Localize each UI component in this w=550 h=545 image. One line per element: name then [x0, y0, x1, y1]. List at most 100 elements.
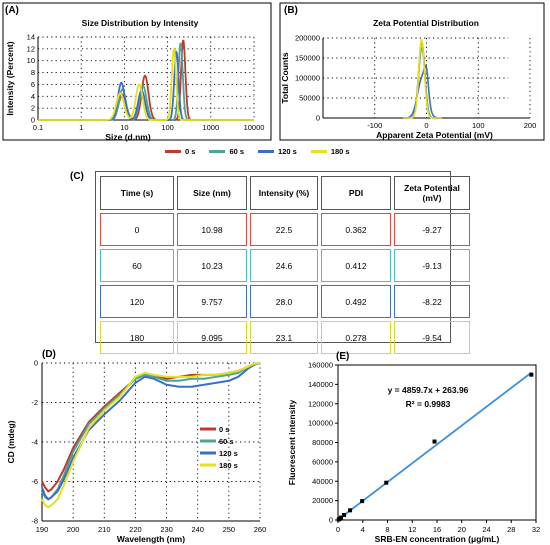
series-line-180s — [38, 46, 254, 121]
panel-a-frame — [2, 2, 272, 141]
x-tick-label: 20 — [458, 525, 466, 534]
panel-a-label: (A) — [5, 5, 19, 16]
table-cell: 28.0 — [250, 285, 318, 318]
table-cell: 180 — [100, 321, 174, 354]
panel-d-label: (D) — [42, 349, 56, 360]
x-tick-label: 4 — [361, 525, 365, 534]
table-cell: -8.22 — [394, 285, 470, 318]
panel-e-label: (E) — [336, 351, 349, 362]
table-row: 60 10.23 24.6 0.412 -9.13 — [100, 249, 470, 282]
y-tick-label: 20000 — [312, 496, 333, 505]
y-tick-label: 50000 — [299, 94, 320, 103]
x-axis-label: SRB-EN concentration (μg/mL) — [375, 534, 500, 544]
y-axis-label: Intensity (Percent) — [5, 41, 15, 115]
calibration-curve-chart: (E) 0 4 8 12 16 20 24 28 32 0 20000 40000 60000 80000 1… — [287, 351, 540, 544]
data-point — [342, 512, 347, 517]
x-axis-label: Apparent Zeta Potential (mV) — [376, 130, 493, 140]
table-cell: 10.98 — [177, 213, 247, 246]
x-tick-label: 210 — [98, 525, 111, 534]
y-tick-label: 40000 — [312, 477, 333, 486]
table-cell: 9.757 — [177, 285, 247, 318]
y-tick-label: 14 — [27, 33, 35, 42]
y-tick-label: 150000 — [295, 54, 320, 63]
legend-label: 180 s — [330, 146, 350, 156]
y-tick-label: 0 — [329, 516, 333, 525]
table-body: 0 10.98 22.5 0.362 -9.27 60 10.23 24.6 0.412 -9.1… — [100, 213, 470, 354]
legend-label: 120 s — [219, 449, 238, 458]
y-tick-label: 160000 — [308, 361, 333, 370]
legend-swatch — [209, 149, 226, 153]
x-tick-label: 8 — [385, 525, 389, 534]
legend-swatch — [258, 149, 275, 153]
legend-label: 0 s — [185, 146, 196, 156]
legend-label: 180 s — [219, 461, 238, 470]
x-axis-label: Size (d.nm) — [105, 132, 151, 142]
legend-swatch — [310, 149, 327, 153]
data-point — [339, 515, 344, 520]
table-cell: 0.492 — [321, 285, 391, 318]
legend-swatch — [165, 149, 181, 153]
legend-label: 60 s — [229, 146, 245, 156]
legend-entry: 180 s — [310, 146, 350, 156]
x-tick-label: 100 — [472, 121, 485, 130]
table-header-cell: Size (nm) — [177, 176, 247, 210]
y-tick-label: 4 — [31, 92, 35, 101]
legend-entry: 120 s — [258, 147, 297, 156]
x-tick-label: 240 — [191, 525, 204, 534]
x-tick-label: 200 — [524, 121, 537, 130]
x-tick-label: -100 — [367, 121, 382, 130]
y-tick-label: 100000 — [308, 419, 333, 428]
data-point — [432, 439, 437, 444]
x-tick-label: 12 — [408, 525, 416, 534]
table-cell: 0.362 — [321, 213, 391, 246]
panel-c-label-wrap: (C) — [70, 171, 84, 182]
y-tick-label: 0 — [34, 359, 38, 368]
y-tick-label: 2 — [31, 104, 35, 113]
y-tick-label: 8 — [31, 68, 35, 77]
x-tick-label: 1000 — [202, 123, 219, 132]
y-tick-label: 100000 — [295, 74, 320, 83]
x-tick-label: 10 — [120, 123, 128, 132]
y-tick-label: 10 — [27, 56, 35, 65]
table-row: 180 9.095 23.1 0.278 -9.54 — [100, 321, 470, 354]
fit-equation: y = 4859.7x + 263.96 — [388, 385, 469, 395]
series-line-180s — [403, 39, 443, 119]
zeta-potential-chart: (B) Zeta Potential Distribution -100 0 100 20… — [279, 2, 545, 141]
properties-table: Time (s) Size (nm) Intensity (%) PDI Zeta Po… — [97, 173, 473, 357]
y-tick-label: 80000 — [312, 438, 333, 447]
y-tick-label: -2 — [31, 398, 38, 407]
series-line-180s — [41, 362, 261, 509]
data-point — [384, 480, 389, 485]
x-tick-label: 260 — [254, 525, 267, 534]
y-tick-label: 120000 — [308, 399, 333, 408]
legend-size-zeta: 0 s 60 s 120 s 180 s — [165, 145, 405, 157]
legend-entry: 60 s — [209, 147, 244, 156]
x-tick-label: 190 — [36, 525, 49, 534]
y-axis-label: Fluorescent intensity — [287, 399, 297, 485]
y-tick-label: 200000 — [295, 34, 320, 43]
y-tick-label: 6 — [31, 80, 35, 89]
cd-spectrum-chart: (D) 190 200 210 220 230 240 250 260 0 -2 -4 -6 -8 Wave… — [6, 349, 267, 544]
y-tick-label: 12 — [27, 44, 35, 53]
y-tick-label: -8 — [31, 517, 38, 526]
table-cell: -9.54 — [394, 321, 470, 354]
panel-c-label: (C) — [70, 171, 84, 182]
legend-label: 60 s — [219, 437, 234, 446]
x-tick-label: 24 — [482, 525, 490, 534]
panel-b-frame — [279, 2, 545, 141]
x-tick-label: 200 — [67, 525, 80, 534]
x-tick-label: 0.1 — [33, 123, 43, 132]
x-tick-label: 230 — [160, 525, 173, 534]
panel-b-label: (B) — [284, 5, 298, 16]
series-line-120s — [41, 362, 261, 501]
table-header-cell: Time (s) — [100, 176, 174, 210]
x-tick-label: 0 — [336, 525, 340, 534]
data-point — [360, 499, 365, 504]
table-cell: 60 — [100, 249, 174, 282]
table-frame — [95, 171, 451, 343]
table-cell: 9.095 — [177, 321, 247, 354]
table-row: 120 9.757 28.0 0.492 -8.22 — [100, 285, 470, 318]
series-line-120s — [403, 64, 443, 119]
legend-entry: 0 s — [165, 147, 195, 156]
size-distribution-chart: (A) Size Distribution by Intensity 0.1 1 10 1… — [2, 2, 272, 142]
